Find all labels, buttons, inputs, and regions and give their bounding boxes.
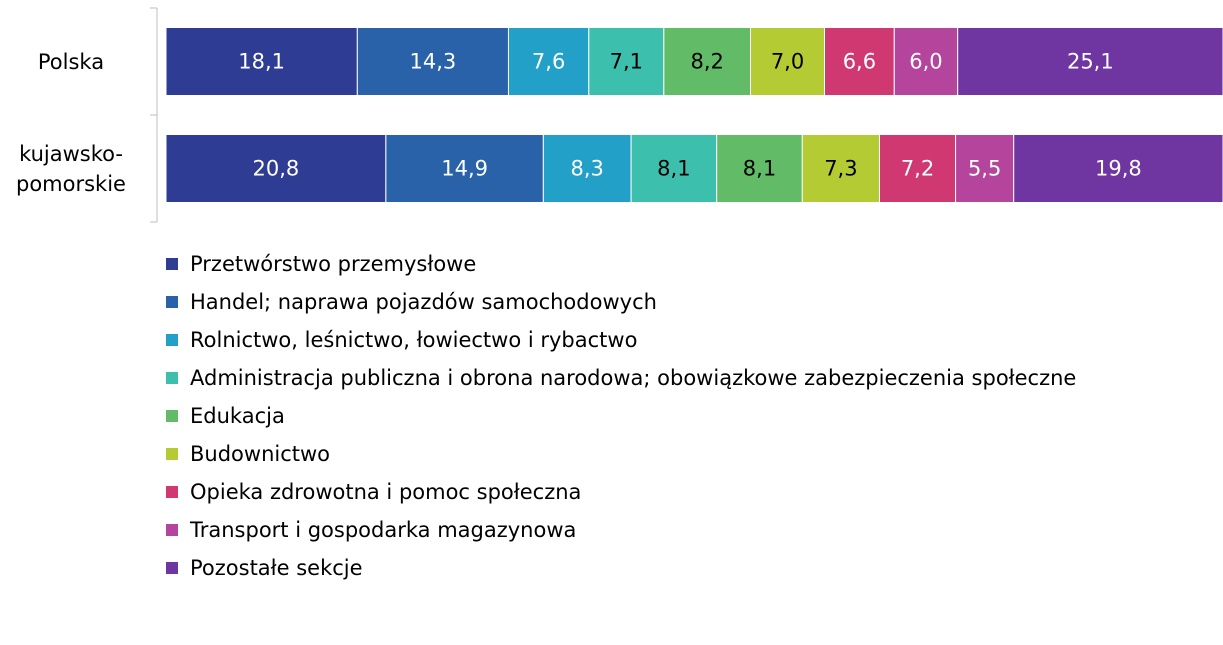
value-label: 7,2 bbox=[901, 157, 934, 181]
value-label: 8,2 bbox=[690, 50, 723, 74]
bar-segment bbox=[1013, 134, 1223, 203]
bar-segment bbox=[630, 134, 718, 203]
bar-segment bbox=[165, 27, 358, 96]
legend-swatch bbox=[166, 562, 178, 574]
legend-label: Pozostałe sekcje bbox=[190, 556, 363, 580]
category-label: kujawsko-pomorskie bbox=[16, 141, 126, 196]
value-label: 6,6 bbox=[843, 50, 876, 74]
legend-swatch bbox=[166, 372, 178, 384]
legend-label: Transport i gospodarka magazynowa bbox=[189, 518, 576, 542]
value-label: 25,1 bbox=[1067, 50, 1114, 74]
bar-segment bbox=[165, 134, 387, 203]
bar-segment bbox=[542, 134, 632, 203]
legend-swatch bbox=[166, 410, 178, 422]
value-label: 7,1 bbox=[610, 50, 643, 74]
legend-label: Administracja publiczna i obrona narodow… bbox=[190, 366, 1076, 390]
legend-swatch bbox=[166, 296, 178, 308]
legend-swatch bbox=[166, 524, 178, 536]
legend-label: Edukacja bbox=[190, 404, 285, 428]
value-label: 14,9 bbox=[441, 157, 488, 181]
value-label: 20,8 bbox=[253, 157, 300, 181]
bar-segment bbox=[716, 134, 803, 203]
value-label: 18,1 bbox=[238, 50, 285, 74]
value-label: 14,3 bbox=[410, 50, 457, 74]
value-label: 8,3 bbox=[571, 157, 604, 181]
legend-swatch bbox=[166, 448, 178, 460]
category-label: Polska bbox=[37, 49, 105, 74]
legend-swatch bbox=[166, 334, 178, 346]
bar-segment bbox=[507, 27, 590, 96]
legend-label: Handel; naprawa pojazdów samochodowych bbox=[190, 290, 657, 314]
bar-segment bbox=[356, 27, 509, 96]
bar-segment bbox=[801, 134, 880, 203]
value-label: 8,1 bbox=[743, 157, 776, 181]
legend-swatch bbox=[166, 258, 178, 270]
legend-label: Rolnictwo, leśnictwo, łowiectwo i rybact… bbox=[190, 328, 637, 352]
value-label: 7,0 bbox=[771, 50, 804, 74]
value-label: 8,1 bbox=[657, 157, 690, 181]
legend-label: Budownictwo bbox=[190, 442, 330, 466]
value-label: 19,8 bbox=[1095, 157, 1142, 181]
bar-segment bbox=[663, 27, 752, 96]
bar-segment bbox=[750, 27, 826, 96]
legend-label: Opieka zdrowotna i pomoc społeczna bbox=[190, 480, 581, 504]
value-label: 5,5 bbox=[968, 157, 1001, 181]
bar-segment bbox=[878, 134, 957, 203]
bar-segment bbox=[955, 134, 1015, 203]
value-label: 6,0 bbox=[909, 50, 942, 74]
legend-swatch bbox=[166, 486, 178, 498]
bar-segment bbox=[588, 27, 665, 96]
bar-segment bbox=[957, 27, 1223, 96]
value-label: 7,6 bbox=[532, 50, 565, 74]
value-label: 7,3 bbox=[824, 157, 857, 181]
legend-label: Przetwórstwo przemysłowe bbox=[190, 252, 476, 276]
